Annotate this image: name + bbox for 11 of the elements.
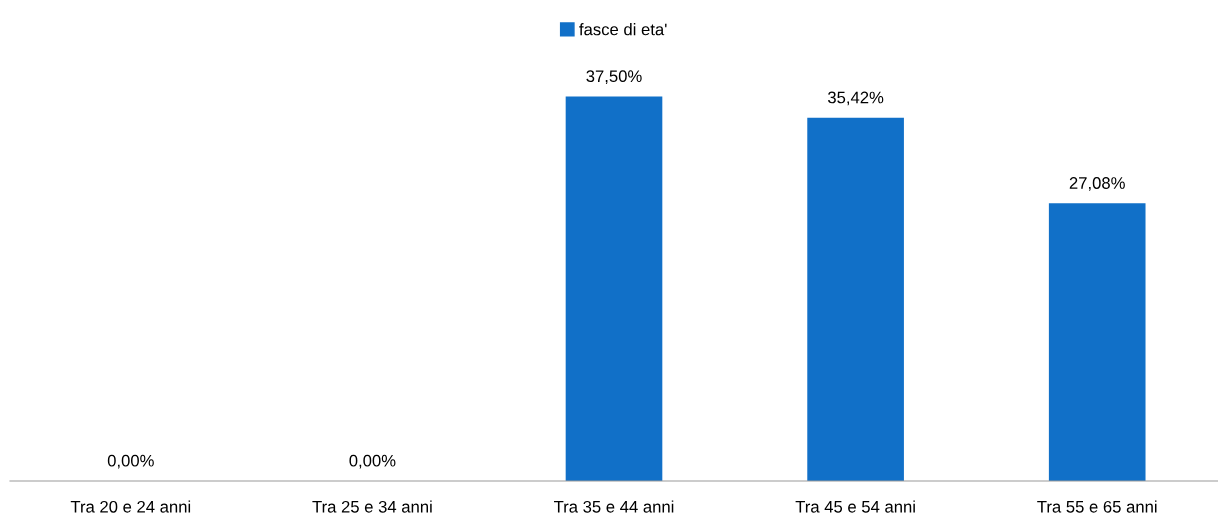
x-tick-label: Tra 20 e 24 anni <box>70 500 191 513</box>
x-tick-label: Tra 35 e 44 anni <box>554 500 674 513</box>
data-label: 0,00% <box>349 454 396 469</box>
data-label: 35,42% <box>827 91 884 106</box>
data-label: 37,50% <box>586 70 642 85</box>
legend-label: fasce di eta' <box>579 23 667 36</box>
x-tick-label: Tra 55 e 65 anni <box>1037 500 1157 513</box>
x-tick-label: Tra 45 e 54 anni <box>795 500 915 513</box>
data-label: 0,00% <box>107 454 154 469</box>
x-tick-label: Tra 25 e 34 anni <box>312 500 432 513</box>
data-label: 27,08% <box>1069 177 1125 191</box>
